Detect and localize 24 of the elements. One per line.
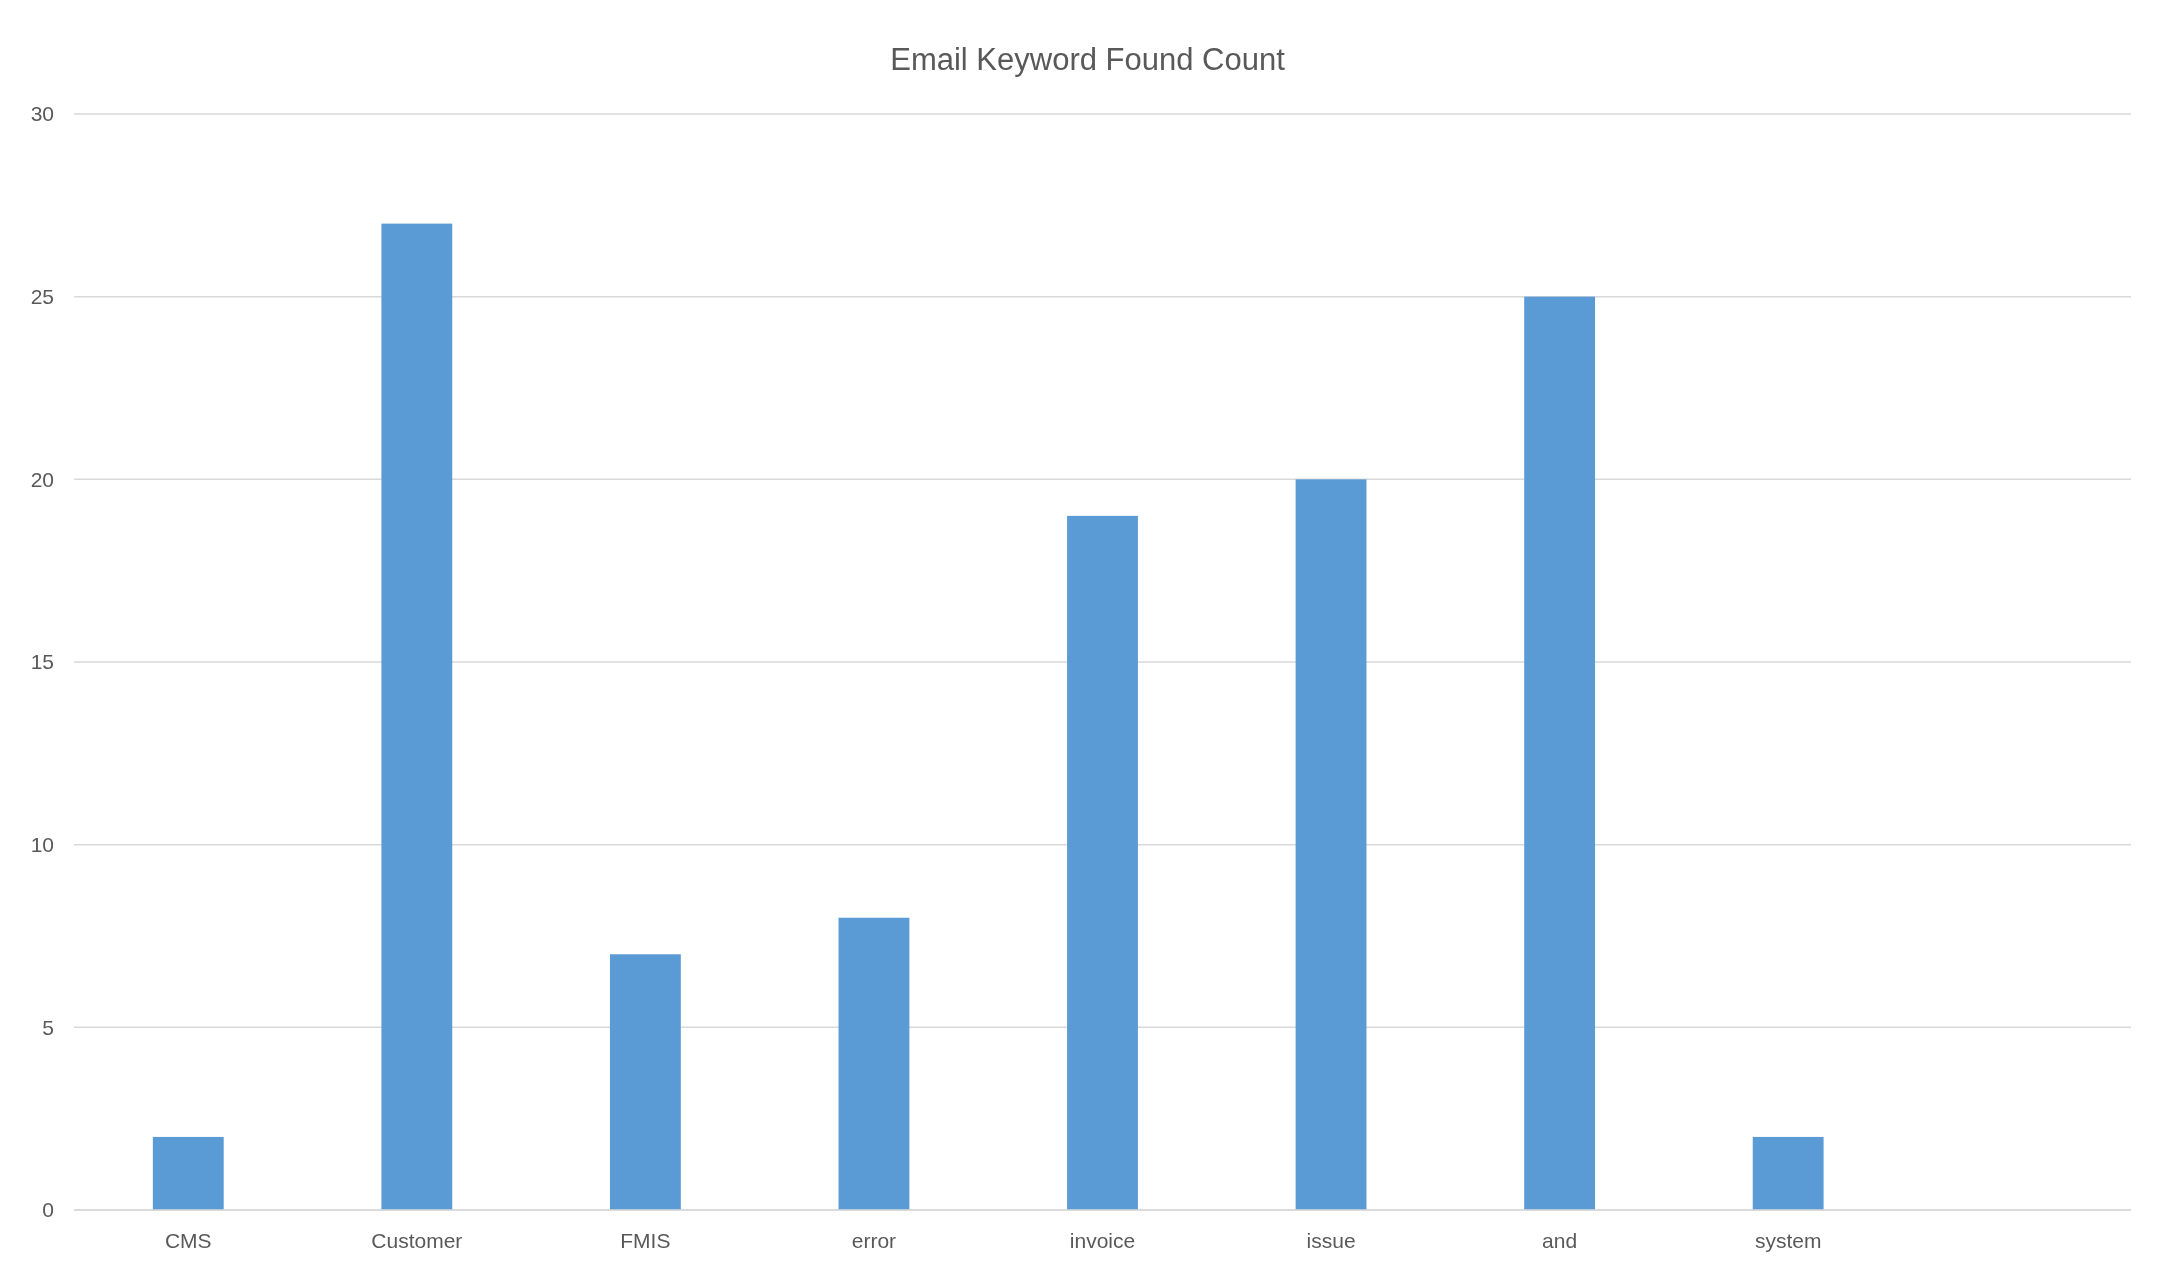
y-tick-label: 20 xyxy=(30,467,54,491)
y-tick-label: 25 xyxy=(30,285,54,309)
bar xyxy=(838,917,910,1210)
bar xyxy=(152,1136,224,1210)
bar xyxy=(609,954,681,1210)
x-tick-label: error xyxy=(851,1229,897,1252)
bar xyxy=(381,223,453,1210)
y-tick-label: 0 xyxy=(42,1198,54,1222)
x-tick-label: and xyxy=(1542,1229,1578,1252)
bar xyxy=(1295,479,1367,1210)
bar xyxy=(1752,1136,1824,1210)
y-tick-label: 30 xyxy=(30,102,54,126)
x-tick-label: Customer xyxy=(371,1229,463,1252)
y-tick-label: 15 xyxy=(30,650,54,674)
chart-title: Email Keyword Found Count xyxy=(890,42,1286,77)
x-tick-label: system xyxy=(1754,1229,1822,1252)
bar xyxy=(1067,515,1138,1210)
x-tick-label: invoice xyxy=(1069,1229,1136,1252)
x-tick-label: FMIS xyxy=(620,1229,671,1252)
bar xyxy=(1524,296,1596,1210)
x-tick-label: issue xyxy=(1306,1229,1356,1252)
x-tick-label: CMS xyxy=(164,1229,212,1252)
y-tick-label: 10 xyxy=(30,833,54,857)
y-tick-label: 5 xyxy=(42,1015,54,1039)
